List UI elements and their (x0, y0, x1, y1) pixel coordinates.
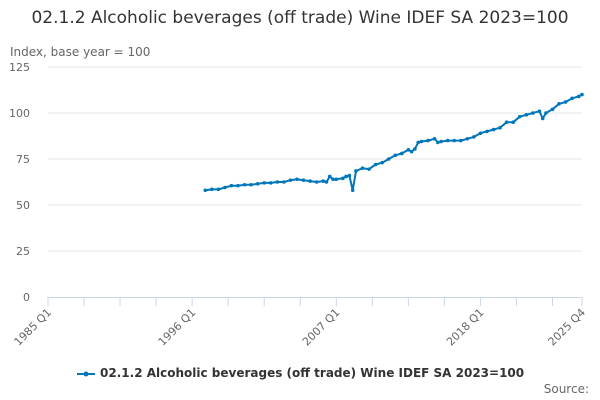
y-tick-label: 25 (16, 245, 30, 258)
data-point (282, 180, 286, 184)
data-point (406, 148, 411, 152)
data-point (380, 160, 384, 165)
data-point (504, 120, 509, 124)
data-point (413, 147, 417, 151)
data-point (491, 127, 496, 132)
data-point (249, 182, 253, 187)
y-tick-label: 75 (16, 153, 30, 166)
data-point (419, 139, 424, 144)
y-tick-label: 125 (9, 61, 30, 74)
data-point (354, 169, 358, 173)
data-point (472, 135, 476, 139)
data-point (580, 92, 584, 97)
data-point (327, 174, 332, 179)
data-point (531, 111, 535, 115)
data-point (321, 179, 325, 183)
data-point (426, 138, 430, 143)
data-point (301, 178, 306, 182)
data-point (373, 162, 378, 167)
data-point (203, 188, 208, 193)
data-point (550, 107, 555, 112)
y-tick-label: 100 (9, 107, 30, 120)
data-point (544, 111, 548, 115)
data-point (570, 96, 574, 101)
y-tick-label: 50 (16, 199, 30, 212)
data-point (236, 183, 240, 188)
legend-item[interactable]: 02.1.2 Alcoholic beverages (off trade) W… (0, 366, 600, 380)
data-point (400, 151, 404, 156)
data-point (295, 177, 299, 182)
x-tick-label: 2007 Q1 (300, 306, 343, 349)
data-point (393, 153, 398, 158)
data-point (517, 114, 522, 119)
data-point (367, 167, 371, 171)
data-point (331, 177, 335, 182)
data-point (308, 179, 312, 183)
data-point (452, 138, 457, 143)
chart-title: 02.1.2 Alcoholic beverages (off trade) W… (31, 8, 569, 28)
data-point (324, 180, 329, 184)
data-point (242, 182, 247, 187)
y-tick-label: 0 (23, 291, 30, 304)
data-point (485, 129, 489, 134)
x-tick-label: 1985 Q1 (12, 306, 55, 349)
data-point (458, 138, 463, 143)
data-point (465, 136, 470, 141)
data-point (344, 174, 348, 179)
x-tick-label: 2018 Q1 (444, 306, 487, 349)
data-point (275, 180, 280, 184)
x-tick-label: 2025 Q4 (546, 306, 589, 349)
data-point (478, 131, 483, 136)
data-point (439, 139, 443, 144)
data-point (432, 136, 437, 141)
data-point (498, 125, 502, 130)
data-point (524, 113, 529, 117)
data-point (210, 187, 214, 192)
data-point (334, 177, 339, 182)
source-label: Source: (543, 382, 589, 396)
data-point (268, 181, 273, 185)
legend-line-marker-icon (76, 371, 95, 376)
data-point (255, 182, 260, 186)
data-point (347, 173, 352, 178)
data-point (223, 185, 227, 190)
data-point (386, 157, 391, 161)
data-point (445, 138, 450, 143)
data-point (540, 116, 545, 121)
data-point (436, 140, 440, 145)
y-axis-label: Index, base year = 100 (10, 45, 151, 59)
data-point (262, 181, 267, 185)
data-point (314, 180, 319, 184)
series-line (205, 93, 583, 192)
data-point (557, 102, 561, 106)
data-point (537, 109, 542, 113)
data-point (216, 187, 221, 192)
data-point (341, 176, 345, 181)
data-point (409, 149, 414, 154)
data-point (229, 183, 234, 188)
data-point (563, 100, 568, 104)
x-tick-label: 1996 Q1 (156, 306, 199, 349)
data-point (288, 178, 293, 182)
data-point (360, 166, 365, 170)
data-point (511, 120, 516, 124)
data-point (416, 140, 420, 145)
data-point (350, 188, 355, 193)
legend-label: 02.1.2 Alcoholic beverages (off trade) W… (100, 366, 525, 380)
data-point (576, 94, 581, 99)
